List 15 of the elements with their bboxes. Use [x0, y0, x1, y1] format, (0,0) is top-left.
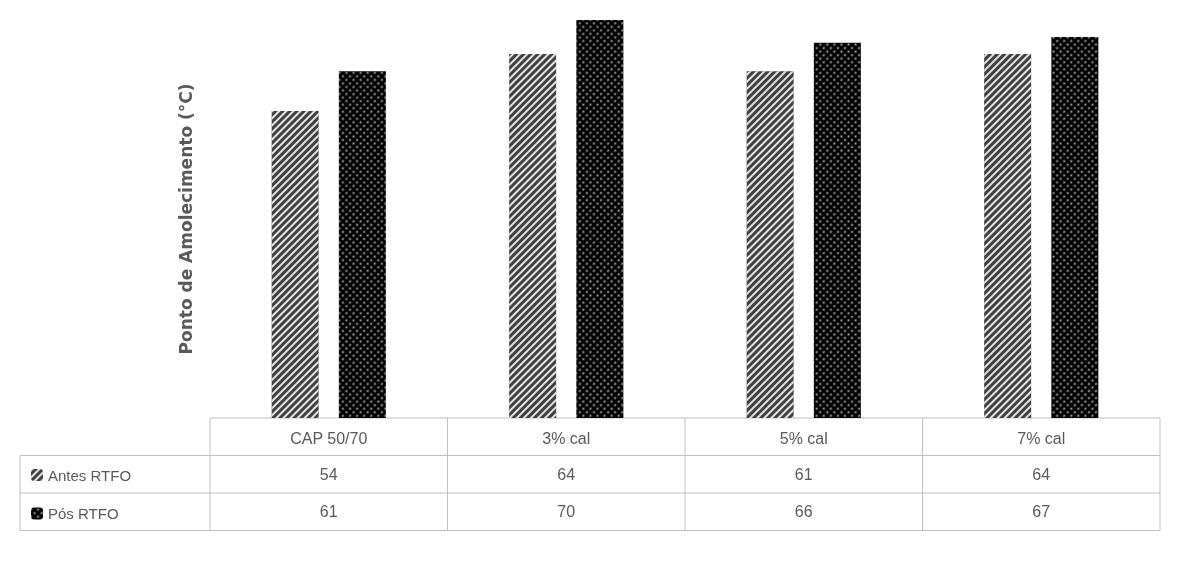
data-label: 67 [1032, 503, 1051, 521]
x-tick-label: 5% cal [779, 429, 828, 447]
y-axis-title: Ponto de Amolecimento (°C) [175, 83, 196, 355]
legend-label: Pós RTFO [48, 505, 119, 522]
data-label: 70 [557, 503, 576, 521]
data-label: 66 [794, 503, 813, 521]
x-tick-label: 3% cal [542, 429, 591, 447]
x-tick-label: CAP 50/70 [290, 429, 368, 447]
data-label: 61 [319, 503, 338, 521]
data-label: 64 [557, 465, 576, 483]
data-label: 54 [319, 465, 338, 483]
x-tick-label: 7% cal [1017, 429, 1066, 447]
legend-label: Antes RTFO [48, 466, 132, 484]
data-label: 64 [1032, 465, 1051, 483]
data-label: 61 [794, 465, 813, 483]
